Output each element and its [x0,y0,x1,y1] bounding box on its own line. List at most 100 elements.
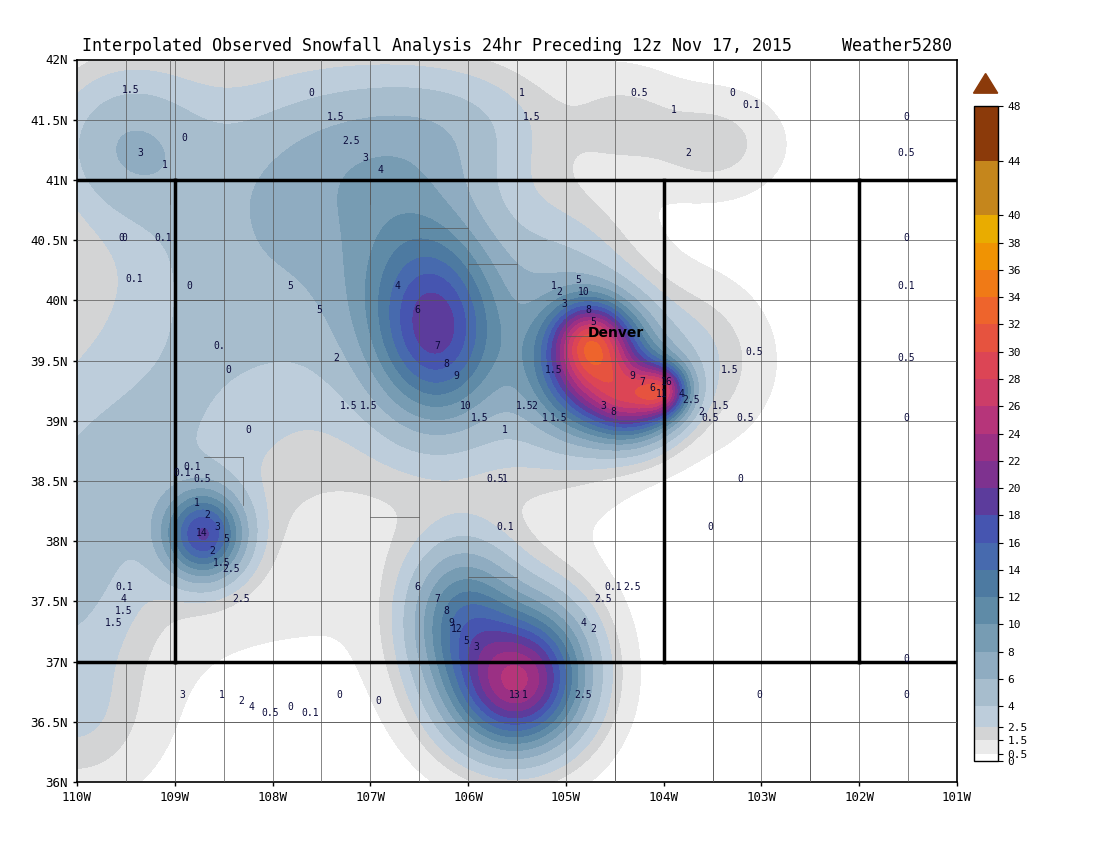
Text: 1: 1 [195,497,200,507]
Text: 0: 0 [118,233,124,243]
Text: 0.5: 0.5 [262,708,279,718]
Text: 2.5: 2.5 [232,594,250,604]
Text: 2.5: 2.5 [594,594,612,604]
Text: 16: 16 [661,377,672,388]
Text: 1.5: 1.5 [340,401,358,411]
Text: 13: 13 [509,690,521,700]
Text: 0: 0 [287,702,293,712]
Text: 3: 3 [363,153,368,163]
FancyArrow shape [974,74,998,94]
Text: 3: 3 [561,299,566,309]
Text: 7: 7 [433,341,440,351]
Text: 0.1: 0.1 [154,233,172,243]
Text: 4: 4 [679,389,684,400]
Text: 0: 0 [903,233,909,243]
Text: 3: 3 [179,690,186,700]
Text: 1: 1 [503,473,508,484]
Text: 5: 5 [223,534,230,544]
Text: 2: 2 [333,353,339,363]
Text: 1.5: 1.5 [550,413,568,423]
Text: 0.1: 0.1 [116,582,133,592]
Text: 1.5: 1.5 [712,401,729,411]
Text: 10: 10 [460,401,472,411]
Text: 6: 6 [415,305,420,315]
Text: 1: 1 [162,161,168,171]
Text: 2: 2 [239,696,244,706]
Text: 4: 4 [395,280,400,291]
Text: 1.5: 1.5 [106,618,123,628]
Text: 3: 3 [473,642,478,652]
Text: 8: 8 [585,305,592,315]
Text: 2: 2 [697,407,704,417]
Text: 0: 0 [903,413,909,423]
Text: 1.5: 1.5 [722,366,739,375]
Text: 4: 4 [377,165,383,175]
Text: 0.1: 0.1 [496,522,514,532]
Text: 0: 0 [903,654,909,664]
Text: 1.5: 1.5 [522,112,540,122]
Text: 1.5: 1.5 [546,366,563,375]
Text: 1: 1 [551,280,557,291]
Text: 7: 7 [639,377,645,388]
Text: 5: 5 [591,317,596,327]
Text: 1.5: 1.5 [328,112,345,122]
Text: 0: 0 [121,233,126,243]
Text: 0.: 0. [213,341,224,351]
Text: 0.5: 0.5 [630,88,648,99]
Text: 0.5: 0.5 [736,413,754,423]
Text: 2: 2 [685,149,691,158]
Text: 0: 0 [707,522,714,532]
Text: 5: 5 [287,280,293,291]
Text: 0.1: 0.1 [898,280,915,291]
Text: 2.5: 2.5 [342,136,360,146]
Text: 2: 2 [591,624,596,634]
Text: 14: 14 [196,528,208,538]
Text: 0.5: 0.5 [746,347,763,357]
Text: 4: 4 [581,618,586,628]
Text: 9: 9 [629,371,636,381]
Text: 0: 0 [903,690,909,700]
Text: 9: 9 [449,618,454,628]
FancyArrow shape [974,774,998,794]
Text: 1.5: 1.5 [116,606,133,616]
Text: 11: 11 [656,389,668,400]
Text: 0.5: 0.5 [898,149,915,158]
Text: 4: 4 [249,702,254,712]
Text: 3: 3 [601,401,606,411]
Text: 0: 0 [729,88,735,99]
Text: 0.1: 0.1 [125,274,143,284]
Text: 0: 0 [226,366,231,375]
Text: 0: 0 [337,690,342,700]
Text: 0.5: 0.5 [898,353,915,363]
Text: 1.5: 1.5 [471,413,488,423]
Text: 6: 6 [415,582,420,592]
Text: 0: 0 [375,696,381,706]
Text: 2.5: 2.5 [624,582,641,592]
Text: 2: 2 [531,401,538,411]
Text: 0: 0 [245,425,251,435]
Text: 5: 5 [463,636,469,646]
Text: 1: 1 [219,690,224,700]
Text: Denver: Denver [587,326,643,340]
Text: 2: 2 [205,510,210,519]
Text: 6: 6 [649,383,654,394]
Text: 0: 0 [903,112,909,122]
Text: 2: 2 [209,546,214,556]
Text: 0.1: 0.1 [742,100,760,110]
Text: 1.5: 1.5 [360,401,377,411]
Text: 3: 3 [138,149,143,158]
Text: 0.5: 0.5 [194,473,211,484]
Text: 4: 4 [121,594,126,604]
Text: 1.5: 1.5 [213,558,231,568]
Text: 9: 9 [453,371,460,381]
Title: Interpolated Observed Snowfall Analysis 24hr Preceding 12z Nov 17, 2015     Weat: Interpolated Observed Snowfall Analysis … [82,37,952,55]
Text: 1: 1 [519,88,525,99]
Text: 1.5: 1.5 [516,401,534,411]
Text: 7: 7 [433,594,440,604]
Text: 0.5: 0.5 [702,413,719,423]
Text: 1: 1 [541,413,548,423]
Text: 0.1: 0.1 [604,582,622,592]
Text: 1.5: 1.5 [122,85,140,94]
Text: 0.1: 0.1 [301,708,319,718]
Text: 2.5: 2.5 [682,395,700,405]
